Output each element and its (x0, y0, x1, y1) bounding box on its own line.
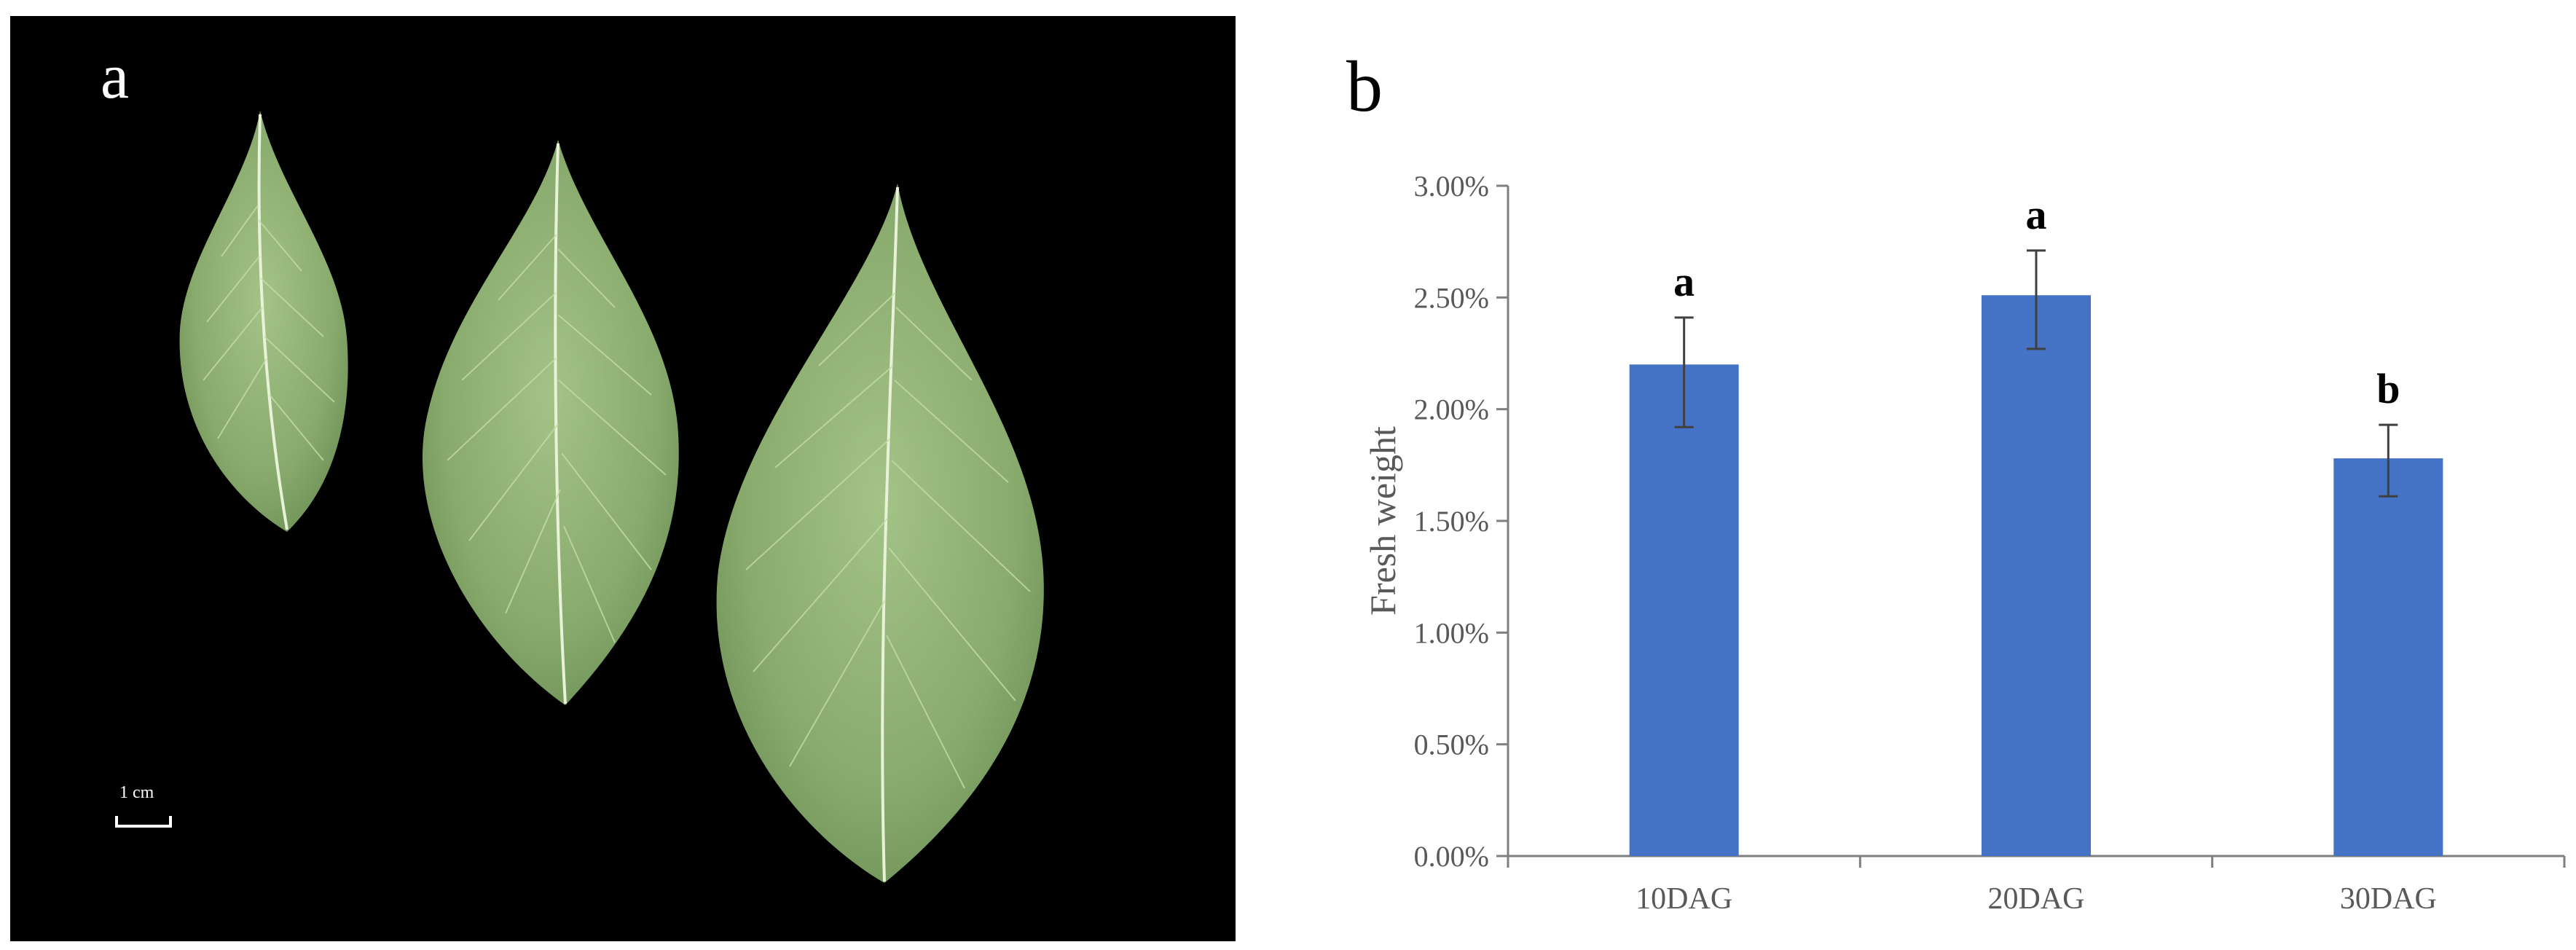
y-tick-label: 1.50% (1414, 505, 1489, 538)
y-axis-label: Fresh weight (1362, 426, 1403, 616)
y-tick-label: 2.00% (1414, 393, 1489, 426)
significance-labels: a a b (1673, 191, 2400, 412)
panel-a-label: a (101, 42, 130, 112)
y-tick-label: 0.50% (1414, 729, 1489, 761)
error-bars (1674, 249, 2398, 498)
bar-chart: b Fresh weight 0.00% 0.50% 1.00% 1.50% 2.00%… (1346, 46, 2566, 916)
leaf-photo (115, 111, 1044, 883)
leaf-large (716, 184, 1044, 883)
bar-chart-panel: b Fresh weight 0.00% 0.50% 1.00% 1.50% 2.00%… (1282, 0, 2576, 950)
significance-label: a (1673, 258, 1695, 305)
y-tick-labels: 0.00% 0.50% 1.00% 1.50% 2.00% 2.50% 3.00% (1414, 170, 1489, 873)
x-tick-label: 20DAG (1988, 882, 2085, 916)
scale-bar-label: 1 cm (119, 783, 154, 802)
y-tick-label: 1.00% (1414, 616, 1489, 649)
significance-label: a (2026, 191, 2047, 238)
leaf-medium (422, 140, 679, 705)
y-tick-label: 3.00% (1414, 170, 1489, 203)
leaf-small (179, 111, 348, 532)
panel-b-label: b (1346, 46, 1383, 127)
significance-label: b (2376, 365, 2400, 412)
x-tick-label: 30DAG (2340, 882, 2437, 916)
y-tick-label: 2.50% (1414, 281, 1489, 314)
scale-bar (115, 816, 172, 828)
bar-20DAG (1982, 295, 2091, 856)
leaf-photo-panel: a 1 cm (10, 16, 1236, 941)
bar-10DAG (1629, 364, 1739, 856)
bar-30DAG (2333, 458, 2443, 856)
bars (1629, 295, 2443, 856)
x-tick-labels: 10DAG 20DAG 30DAG (1635, 882, 2437, 916)
y-tick-label: 0.00% (1414, 840, 1489, 873)
x-tick-label: 10DAG (1635, 882, 1732, 916)
